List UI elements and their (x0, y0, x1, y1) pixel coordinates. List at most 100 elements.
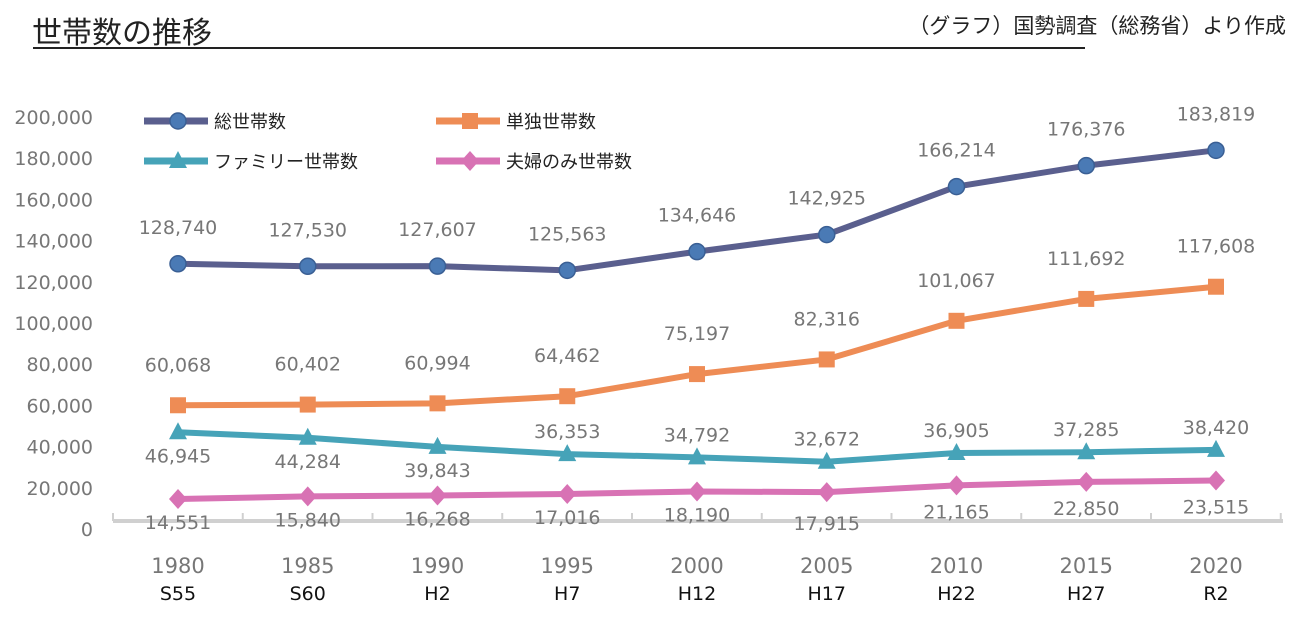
legend-item: ファミリー世帯数 (144, 151, 358, 173)
era-label: S60 (290, 583, 326, 605)
data-label: 23,515 (1183, 497, 1249, 519)
data-label: 14,551 (145, 512, 211, 534)
data-label: 60,068 (145, 354, 211, 376)
data-point (299, 396, 316, 413)
data-point (948, 312, 965, 329)
data-point (298, 427, 317, 445)
data-point (298, 486, 317, 507)
title-underline (33, 47, 1085, 49)
data-point (947, 475, 966, 496)
series-line (177, 283, 1217, 409)
y-tick-label: 0 (81, 519, 93, 541)
data-label: 75,197 (664, 323, 730, 345)
data-point (169, 489, 187, 510)
legend-label: 単独世帯数 (506, 112, 596, 133)
era-label: R2 (1203, 583, 1228, 605)
data-point (429, 395, 446, 412)
data-point (558, 444, 577, 462)
data-label: 60,402 (275, 354, 341, 376)
data-point (1208, 278, 1224, 295)
data-point (169, 255, 187, 273)
data-point (947, 442, 966, 460)
data-point (428, 257, 447, 275)
legend-label: 夫婦のみ世帯数 (506, 152, 632, 173)
series-3: 14,551 15,840 16,268 17,016 18,190 17,915 21,1… (145, 470, 1249, 535)
data-label: 82,316 (794, 308, 860, 330)
data-label: 17,915 (794, 513, 860, 535)
data-label: 101,067 (917, 270, 996, 292)
data-point (817, 451, 836, 469)
data-point (688, 481, 706, 502)
era-label: H2 (424, 583, 450, 605)
data-label: 18,190 (664, 505, 730, 527)
x-tick-label: 1980 (151, 554, 204, 578)
legend-item: 単独世帯数 (436, 112, 596, 133)
data-point (818, 351, 835, 368)
data-point (1077, 156, 1095, 175)
y-tick-label: 160,000 (14, 189, 93, 211)
y-tick-label: 100,000 (14, 313, 93, 335)
era-label: H7 (554, 583, 580, 605)
data-point (299, 257, 317, 276)
data-label: 117,608 (1177, 236, 1256, 258)
x-tick-label: 2005 (800, 554, 853, 578)
y-tick-label: 200,000 (14, 107, 93, 129)
data-label: 176,376 (1047, 119, 1126, 141)
data-point (1207, 141, 1225, 160)
data-point (817, 482, 836, 503)
x-tick-label: 2015 (1060, 554, 1113, 578)
data-point (689, 366, 705, 383)
data-label: 142,925 (787, 188, 866, 210)
era-label: H27 (1067, 583, 1105, 605)
data-label: 36,905 (923, 420, 989, 442)
legend-marker-icon (462, 113, 478, 129)
data-label: 64,462 (534, 345, 600, 367)
data-label: 111,692 (1047, 248, 1126, 270)
legend-item: 夫婦のみ世帯数 (436, 151, 632, 173)
data-point (818, 225, 836, 244)
y-tick-label: 60,000 (27, 395, 93, 417)
data-label: 16,268 (404, 508, 470, 530)
legend-label: 総世帯数 (214, 112, 286, 133)
y-tick-label: 40,000 (27, 437, 93, 459)
data-label: 17,016 (534, 507, 600, 529)
y-tick-label: 140,000 (14, 231, 93, 253)
data-label: 60,994 (404, 352, 470, 374)
data-label: 183,819 (1177, 103, 1256, 125)
data-point (947, 177, 966, 196)
x-tick-label: 2020 (1189, 554, 1242, 578)
data-label: 46,945 (145, 445, 211, 467)
data-label: 127,607 (398, 219, 477, 241)
era-label: S55 (160, 583, 196, 605)
y-tick-label: 120,000 (14, 272, 93, 294)
data-point (170, 397, 186, 414)
data-label: 128,740 (139, 217, 218, 239)
data-label: 37,285 (1053, 419, 1119, 441)
data-point (428, 485, 447, 506)
series-2: 46,945 44,284 39,843 36,353 34,792 32,672 36,9… (145, 417, 1249, 482)
data-point (558, 261, 576, 280)
x-tick-label: 1990 (411, 554, 464, 578)
legend-marker-icon (461, 151, 479, 171)
data-label: 38,420 (1183, 417, 1249, 439)
data-point (1207, 470, 1225, 491)
data-label: 127,530 (268, 219, 347, 241)
data-point (688, 447, 706, 465)
data-label: 39,843 (404, 460, 470, 482)
data-label: 125,563 (528, 223, 607, 245)
x-tick-label: 1985 (281, 554, 334, 578)
source-note: （グラフ）国勢調査（総務省）より作成 (908, 14, 1286, 38)
data-point (1077, 471, 1096, 492)
y-tick-label: 80,000 (27, 354, 93, 376)
data-point (558, 483, 577, 504)
data-point (1078, 290, 1095, 307)
data-label: 34,792 (664, 424, 730, 446)
data-label: 22,850 (1053, 498, 1119, 520)
data-label: 134,646 (658, 205, 737, 227)
x-tick-label: 2010 (930, 554, 983, 578)
data-point (169, 422, 187, 440)
data-label: 15,840 (275, 509, 341, 531)
data-label: 44,284 (275, 451, 341, 473)
legend-label: ファミリー世帯数 (214, 152, 358, 173)
